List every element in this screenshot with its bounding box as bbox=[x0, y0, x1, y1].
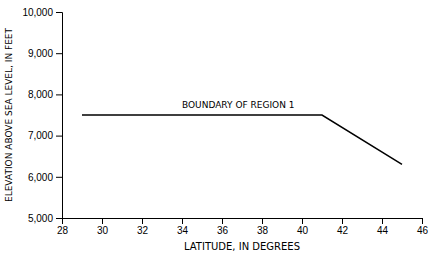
tick-label: 5,000 bbox=[28, 213, 53, 224]
tick: 42 bbox=[337, 218, 349, 236]
tick: 46 bbox=[417, 218, 429, 236]
tick-mark bbox=[382, 218, 383, 224]
tick-mark bbox=[182, 218, 183, 224]
tick: 9,000 bbox=[28, 48, 62, 59]
tick: 6,000 bbox=[28, 172, 62, 183]
tick-mark bbox=[302, 218, 303, 224]
tick-label: 8,000 bbox=[28, 89, 53, 100]
tick-label: 28 bbox=[57, 225, 69, 236]
tick: 30 bbox=[97, 218, 109, 236]
tick: 36 bbox=[217, 218, 229, 236]
annotation: BOUNDARY OF REGION 1 bbox=[182, 100, 294, 110]
y-axis: 5,000 6,000 7,000 8,000 9,000 10,000 bbox=[22, 7, 62, 224]
y-axis-title: ELEVATION ABOVE SEA LEVEL, IN FEET bbox=[4, 27, 14, 202]
tick: 7,000 bbox=[28, 130, 62, 141]
tick-mark bbox=[56, 12, 62, 13]
tick-label: 38 bbox=[257, 225, 269, 236]
tick-label: 6,000 bbox=[28, 172, 53, 183]
tick: 8,000 bbox=[28, 89, 62, 100]
tick-label: 9,000 bbox=[28, 48, 53, 59]
plot: 28 30 32 34 36 38 40 42 44 46 5,000 6,000 7,000 8,000… bbox=[22, 7, 428, 236]
tick-mark bbox=[102, 218, 103, 224]
axis-line bbox=[63, 219, 423, 225]
tick-mark bbox=[222, 218, 223, 224]
tick-label: 32 bbox=[137, 225, 149, 236]
tick-label: 34 bbox=[177, 225, 189, 236]
tick-label: 42 bbox=[337, 225, 349, 236]
tick-mark bbox=[56, 218, 62, 219]
tick-label: 10,000 bbox=[22, 7, 53, 18]
tick-mark bbox=[262, 218, 263, 224]
tick-mark bbox=[56, 53, 62, 54]
tick: 40 bbox=[297, 218, 309, 236]
axis-line bbox=[56, 13, 63, 219]
tick: 34 bbox=[177, 218, 189, 236]
x-axis-title: LATITUDE, IN DEGREES bbox=[184, 241, 300, 252]
tick: 44 bbox=[377, 218, 389, 236]
tick-label: 40 bbox=[297, 225, 309, 236]
tick: 5,000 bbox=[28, 213, 62, 224]
tick-label: 46 bbox=[417, 225, 429, 236]
tick-mark bbox=[342, 218, 343, 224]
tick-mark bbox=[142, 218, 143, 224]
tick-label: 44 bbox=[377, 225, 389, 236]
tick-label: 36 bbox=[217, 225, 229, 236]
tick-mark bbox=[56, 136, 62, 137]
x-axis: 28 30 32 34 36 38 40 42 44 46 bbox=[57, 218, 429, 236]
tick: 28 bbox=[57, 218, 69, 236]
tick-label: 7,000 bbox=[28, 130, 53, 141]
tick: 10,000 bbox=[22, 7, 62, 18]
marks bbox=[82, 115, 402, 164]
tick-label: 30 bbox=[97, 225, 109, 236]
line bbox=[82, 115, 402, 164]
tick: 38 bbox=[257, 218, 269, 236]
chart: 28 30 32 34 36 38 40 42 44 46 5,000 6,000 7,000 8,000… bbox=[0, 0, 438, 256]
tick-mark bbox=[56, 177, 62, 178]
tick-mark bbox=[56, 94, 62, 95]
tick-mark bbox=[422, 218, 423, 224]
tick: 32 bbox=[137, 218, 149, 236]
